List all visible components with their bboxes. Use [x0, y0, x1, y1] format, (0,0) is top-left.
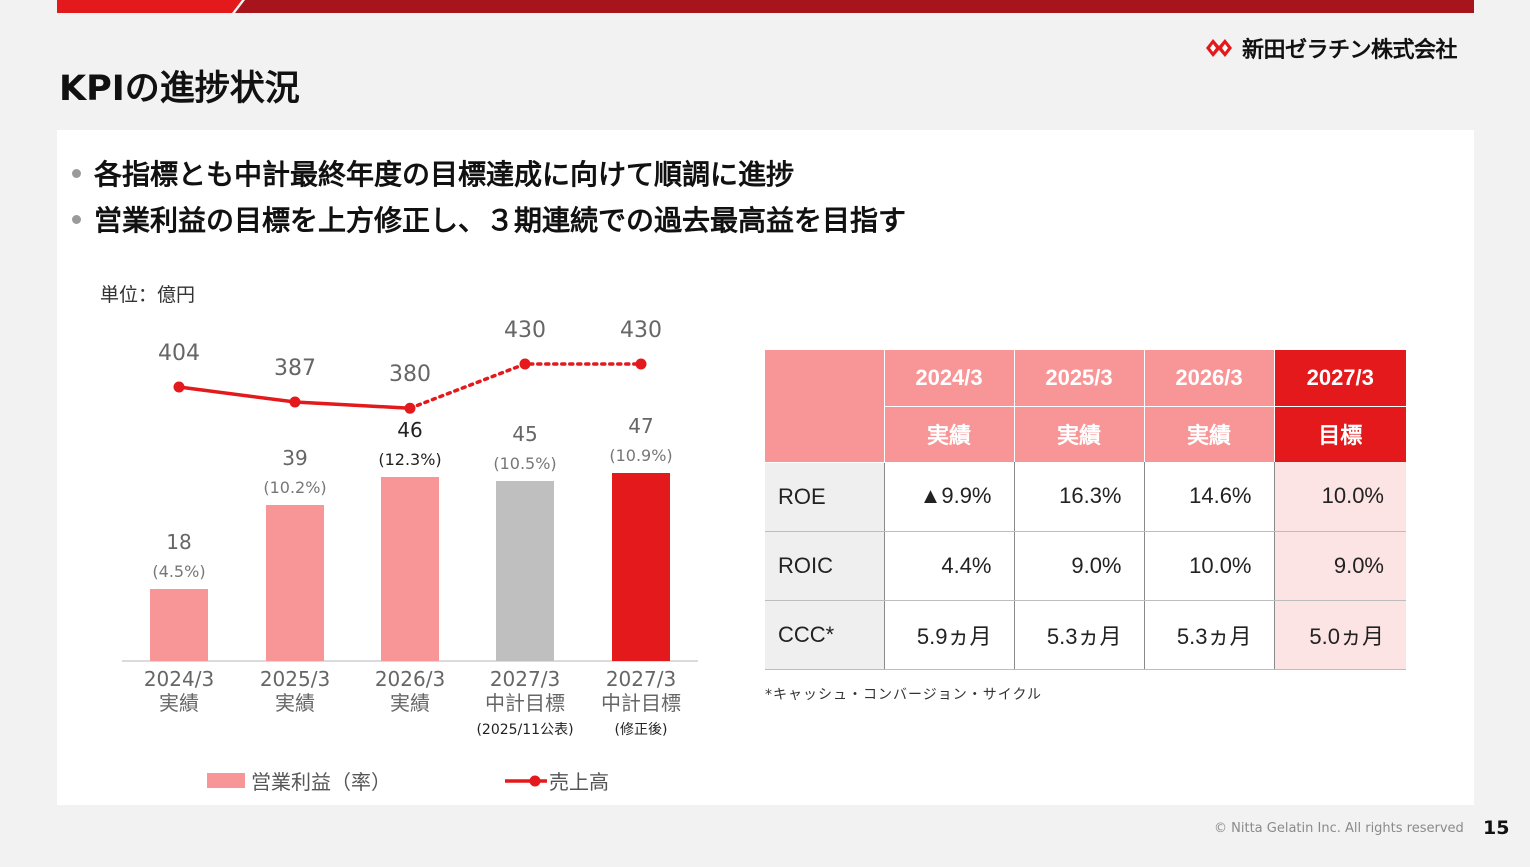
bullet-text: 営業利益の目標を上方修正し、３期連続での過去最高益を目指す — [94, 204, 907, 237]
table-row: ROIC 4.4% 9.0% 10.0% 9.0% — [765, 531, 1406, 601]
sales-point — [289, 396, 301, 408]
page-number: 15 — [1483, 817, 1510, 839]
legend-bar-swatch-icon — [207, 773, 245, 788]
bullet-text: 各指標とも中計最終年度の目標達成に向けて順調に進捗 — [94, 158, 795, 191]
unit-label: 単位：億円 — [100, 284, 196, 306]
logo-text: 新田ゼラチン株式会社 — [1242, 38, 1458, 63]
x-tick-label: 中計目標 — [485, 691, 565, 715]
legend-line: 売上高 — [505, 766, 609, 795]
sales-value-label: 430 — [620, 318, 662, 343]
row-label: ROIC — [765, 531, 884, 601]
header-type: 実績 — [1013, 406, 1144, 462]
table-cell: 9.0% — [1013, 531, 1144, 601]
x-tick-label: 2025/3 — [260, 667, 330, 691]
table-cell: 16.3% — [1013, 462, 1144, 532]
bullet-dot-icon — [72, 214, 81, 224]
table-cell: 5.3ヵ月 — [1013, 600, 1144, 670]
header-year-target: 2027/3 — [1273, 350, 1406, 407]
legend-bar-label: 営業利益（率） — [251, 770, 391, 794]
bar-operating-profit — [496, 481, 554, 661]
bar-rate-label: (10.9%) — [609, 446, 672, 465]
table-cell: 4.4% — [883, 531, 1014, 601]
bar-operating-profit — [266, 505, 324, 661]
table-row: CCC* 5.9ヵ月 5.3ヵ月 5.3ヵ月 5.0ヵ月 — [765, 600, 1406, 670]
top-accent-bar — [57, 0, 1474, 13]
header-type: 実績 — [1143, 406, 1274, 462]
bullet-item: 営業利益の目標を上方修正し、３期連続での過去最高益を目指す — [72, 196, 906, 242]
bullet-list: 各指標とも中計最終年度の目標達成に向けて順調に進捗 営業利益の目標を上方修正し、… — [72, 150, 906, 242]
sales-line-dotted — [408, 362, 643, 410]
bar-value-label: 46 — [397, 418, 422, 442]
table-row: ROE ▲9.9% 16.3% 14.6% 10.0% — [765, 462, 1406, 532]
x-tick-label: 2027/3 — [490, 667, 560, 691]
bar-rate-label: (10.2%) — [263, 478, 326, 497]
sales-point — [519, 358, 531, 370]
table-header-row: 2024/3 2025/3 2026/3 2027/3 — [765, 350, 1406, 463]
x-tick-label: 2026/3 — [375, 667, 445, 691]
table-cell: ▲9.9% — [883, 462, 1014, 532]
table-cell: 10.0% — [1143, 531, 1274, 601]
legend-line-label: 売上高 — [549, 770, 609, 794]
table-cell-target: 5.0ヵ月 — [1273, 600, 1406, 670]
bullet-item: 各指標とも中計最終年度の目標達成に向けて順調に進捗 — [72, 150, 906, 196]
header-year: 2025/3 — [1013, 350, 1144, 407]
bar-rate-label: (12.3%) — [378, 450, 441, 469]
row-label: CCC* — [765, 600, 884, 670]
company-logo: 新田ゼラチン株式会社 — [1204, 33, 1474, 63]
x-tick-label: 実績 — [275, 691, 315, 715]
bar-operating-profit — [381, 477, 439, 661]
footnote: *キャッシュ・コンバージョン・サイクル — [765, 687, 1043, 703]
table-cell: 5.3ヵ月 — [1143, 600, 1274, 670]
sales-value-label: 387 — [274, 356, 316, 381]
legend-line-marker-icon — [505, 775, 547, 786]
logo-mark-icon — [1206, 39, 1232, 57]
bar-operating-profit — [612, 473, 670, 661]
sales-value-label: 380 — [389, 362, 431, 387]
bar-value-label: 18 — [166, 530, 191, 554]
table-cell-target: 10.0% — [1273, 462, 1406, 532]
sales-point — [404, 402, 416, 414]
x-tick-label: 実績 — [390, 691, 430, 715]
bar-rate-label: (10.5%) — [493, 454, 556, 473]
bar-value-label: 39 — [282, 446, 307, 470]
x-tick-label: 中計目標 — [601, 691, 681, 715]
bullet-dot-icon — [72, 168, 81, 178]
table-cell-target: 9.0% — [1273, 531, 1406, 601]
bar-value-label: 45 — [512, 422, 537, 446]
row-label: ROE — [765, 462, 884, 532]
header-type-target: 目標 — [1273, 406, 1406, 462]
header-type: 実績 — [883, 406, 1014, 462]
sales-value-label: 404 — [158, 341, 200, 366]
copyright: © Nitta Gelatin Inc. All rights reserved — [1214, 821, 1464, 836]
sales-point — [635, 358, 647, 370]
table-cell: 14.6% — [1143, 462, 1274, 532]
x-tick-label: 2024/3 — [144, 667, 214, 691]
kpi-chart: 18 (4.5%) 39 (10.2%) 46 (12.3%) 45 (10.5%) 47 (10… — [122, 318, 698, 738]
table-cell: 5.9ヵ月 — [883, 600, 1014, 670]
sales-point — [173, 381, 185, 393]
header-year: 2024/3 — [883, 350, 1014, 407]
sales-value-label: 430 — [504, 318, 546, 343]
page-title: KPIの進捗状況 — [59, 69, 300, 109]
table-header-row: 実績 実績 実績 目標 — [765, 406, 1406, 462]
bar-value-label: 47 — [628, 414, 653, 438]
table-corner-cell — [765, 350, 884, 463]
bar-rate-label: (4.5%) — [152, 562, 205, 581]
kpi-table: 2024/3 2025/3 2026/3 2027/3 実績 実績 実績 目標 … — [765, 350, 1406, 670]
x-tick-label: 2027/3 — [606, 667, 676, 691]
legend-bar: 営業利益（率） — [207, 766, 391, 795]
bar-operating-profit — [150, 589, 208, 661]
x-tick-sublabel: (2025/11公表) — [476, 722, 573, 738]
x-tick-label: 実績 — [159, 691, 199, 715]
x-tick-sublabel: (修正後) — [615, 722, 668, 738]
header-year: 2026/3 — [1143, 350, 1274, 407]
